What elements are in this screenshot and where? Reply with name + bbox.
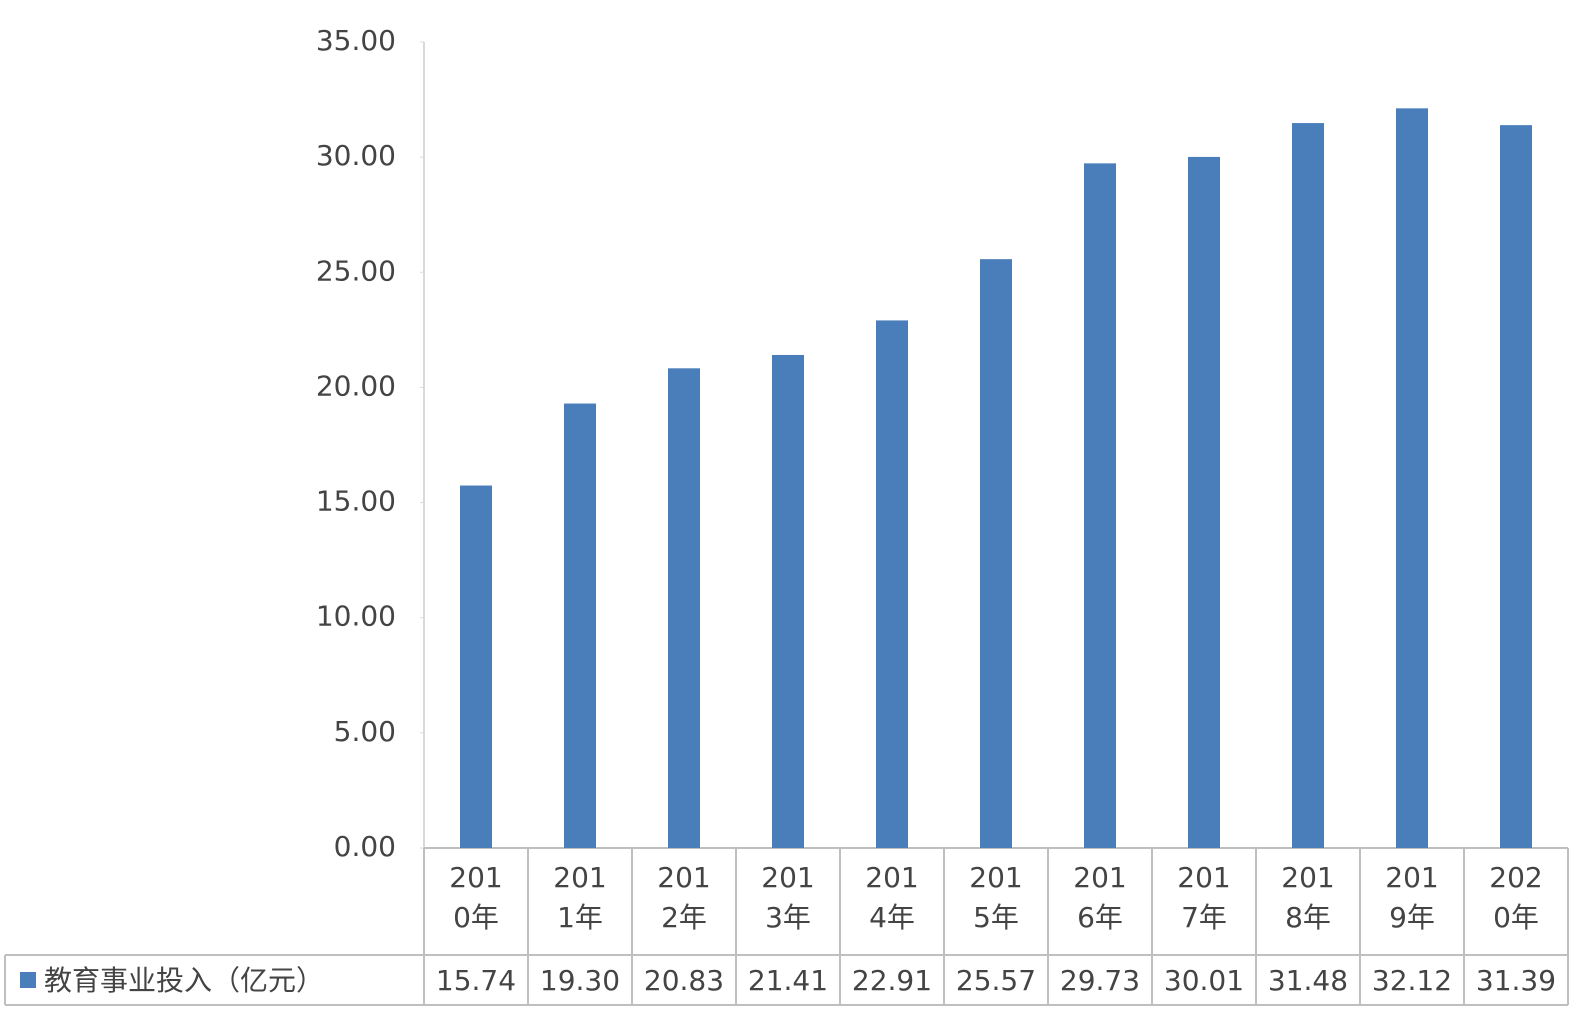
bar xyxy=(772,354,804,848)
table-value: 22.91 xyxy=(852,964,932,997)
table-value: 25.57 xyxy=(956,964,1036,997)
y-tick-label: 25.00 xyxy=(316,254,396,287)
x-tick-label: 2018年 xyxy=(1281,861,1335,934)
table-value: 21.41 xyxy=(748,964,828,997)
x-tick-label: 2016年 xyxy=(1073,861,1127,934)
x-tick-label: 2013年 xyxy=(761,861,815,934)
x-tick-label: 2014年 xyxy=(865,861,919,934)
table-value: 30.01 xyxy=(1164,964,1244,997)
bar xyxy=(876,320,908,849)
y-tick-label: 0.00 xyxy=(334,830,396,863)
table-value: 19.30 xyxy=(540,964,620,997)
y-tick-label: 10.00 xyxy=(316,600,396,633)
table-value: 32.12 xyxy=(1372,964,1452,997)
y-tick-label: 20.00 xyxy=(316,369,396,402)
bar xyxy=(1500,125,1532,849)
x-tick-label: 2015年 xyxy=(969,861,1023,934)
bar xyxy=(460,485,492,848)
table-value: 31.39 xyxy=(1476,964,1556,997)
x-tick-label: 2012年 xyxy=(657,861,711,934)
legend-swatch xyxy=(20,972,36,988)
bar xyxy=(1292,123,1324,849)
x-tick-label: 2020年 xyxy=(1489,861,1543,934)
x-tick-label: 2019年 xyxy=(1385,861,1439,934)
bar xyxy=(980,259,1012,848)
table-value: 20.83 xyxy=(644,964,724,997)
table-value: 31.48 xyxy=(1268,964,1348,997)
x-tick-label: 2017年 xyxy=(1177,861,1231,934)
legend-label: 教育事业投入（亿元） xyxy=(44,964,324,997)
x-tick-label: 2011年 xyxy=(553,861,607,934)
x-tick-label: 2010年 xyxy=(449,861,503,934)
bar xyxy=(1396,108,1428,849)
y-tick-label: 35.00 xyxy=(316,24,396,57)
y-tick-label: 15.00 xyxy=(316,485,396,518)
bar xyxy=(564,403,596,848)
bar xyxy=(1188,156,1220,848)
table-value: 15.74 xyxy=(436,964,516,997)
bar xyxy=(668,368,700,848)
table-value: 29.73 xyxy=(1060,964,1140,997)
y-tick-label: 30.00 xyxy=(316,139,396,172)
y-tick-label: 5.00 xyxy=(334,715,396,748)
bar xyxy=(1084,163,1116,848)
